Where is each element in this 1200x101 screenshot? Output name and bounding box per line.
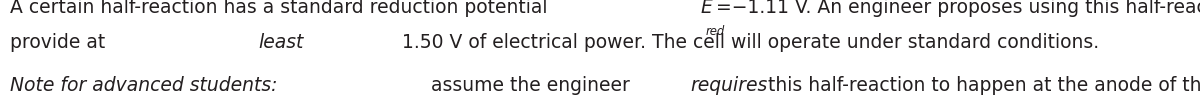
Text: assume the engineer: assume the engineer [425, 76, 636, 95]
Text: E: E [701, 0, 713, 17]
Text: =−1.11 V. An engineer proposes using this half-reaction at the anode of a galvan: =−1.11 V. An engineer proposes using thi… [715, 0, 1200, 17]
Text: this half-reaction to happen at the anode of the cell.: this half-reaction to happen at the anod… [762, 76, 1200, 95]
Text: A certain half-reaction has a standard reduction potential: A certain half-reaction has a standard r… [10, 0, 553, 17]
Text: least: least [259, 33, 304, 53]
Text: Note for advanced students:: Note for advanced students: [10, 76, 277, 95]
Text: provide at: provide at [10, 33, 110, 53]
Text: red: red [706, 25, 725, 38]
Text: requires: requires [690, 76, 768, 95]
Text: 1.50 V of electrical power. The cell will operate under standard conditions.: 1.50 V of electrical power. The cell wil… [396, 33, 1099, 53]
